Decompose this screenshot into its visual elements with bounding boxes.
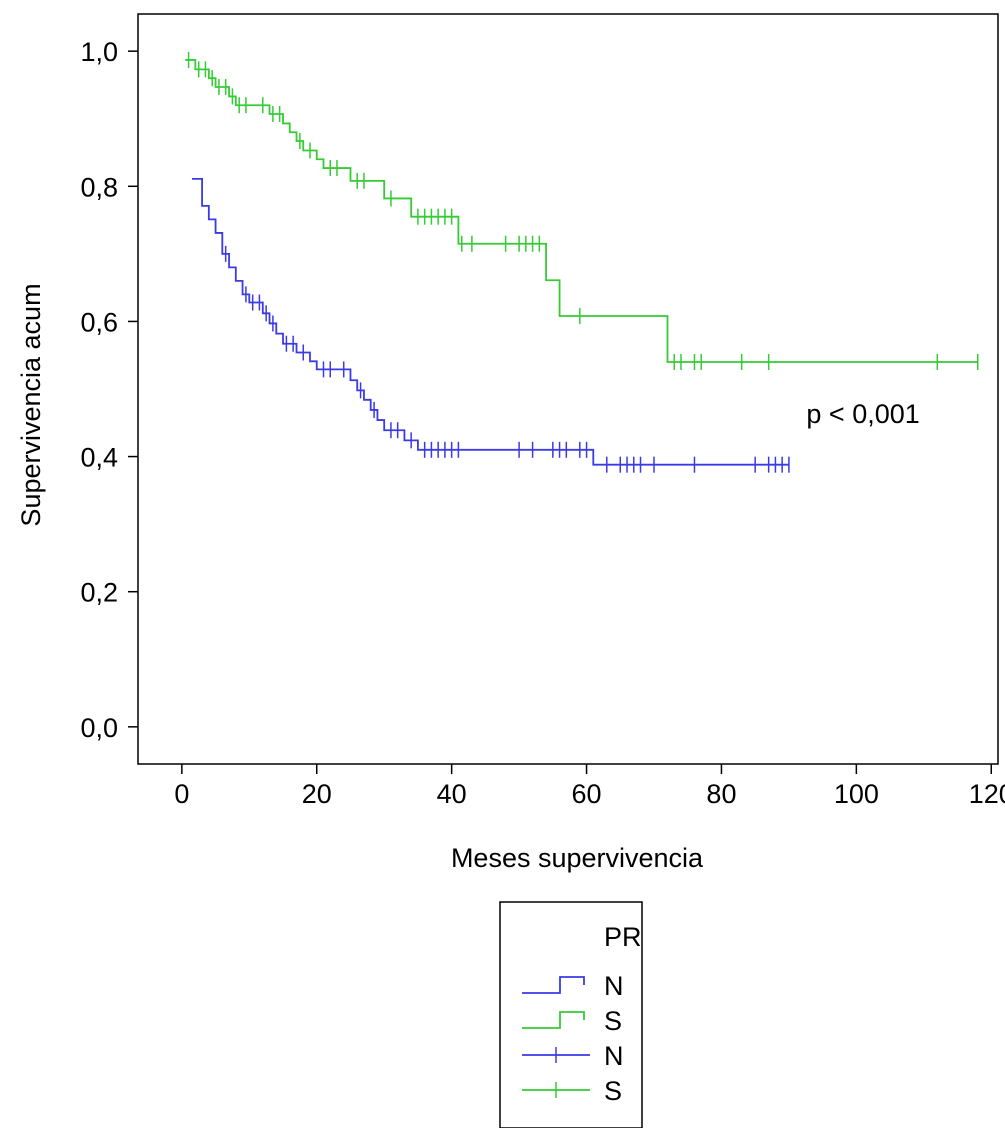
x-tick-label-40: 40: [437, 779, 467, 809]
p-value-annotation: p < 0,001: [806, 399, 919, 429]
y-tick-label-5: 1,0: [80, 37, 118, 67]
x-tick-label-100: 100: [834, 779, 879, 809]
survival-curve-N: [191, 177, 789, 466]
plot-frame: [137, 13, 999, 765]
series-S: [185, 51, 979, 370]
legend-entry-1: S: [522, 1006, 622, 1036]
y-tick-label-0: 0,0: [80, 713, 118, 743]
survival-curve-S: [185, 59, 978, 363]
legend-step-symbol-1: [522, 1011, 585, 1029]
series-layer: [185, 51, 979, 473]
legend-entry-2: N: [522, 1041, 624, 1071]
legend-entry-0: N: [522, 971, 624, 1001]
y-tick-label-3: 0,6: [80, 307, 118, 337]
legend-step-symbol-0: [522, 976, 585, 994]
x-axis: 0 20 40 60 80 100 120: [174, 764, 1005, 809]
y-tick-label-4: 0,8: [80, 172, 118, 202]
legend-label-1: S: [604, 1006, 622, 1036]
y-tick-label-1: 0,2: [80, 578, 118, 608]
y-tick-label-2: 0,4: [80, 443, 118, 473]
y-axis: 0,0 0,2 0,4 0,6 0,8 1,0: [80, 37, 138, 743]
legend-label-2: N: [604, 1041, 624, 1071]
x-tick-label-0: 0: [174, 779, 189, 809]
x-axis-title: Meses supervivencia: [451, 843, 704, 873]
legend-label-0: N: [604, 971, 624, 1001]
legend-entry-3: S: [522, 1076, 622, 1106]
series-N: [191, 177, 790, 473]
x-tick-label-80: 80: [706, 779, 736, 809]
legend-label-3: S: [604, 1076, 622, 1106]
x-tick-label-60: 60: [572, 779, 602, 809]
x-tick-label-20: 20: [302, 779, 332, 809]
x-tick-label-120: 120: [969, 779, 1005, 809]
legend-title: PR: [604, 922, 642, 952]
y-axis-title: Supervivencia acum: [16, 283, 46, 526]
